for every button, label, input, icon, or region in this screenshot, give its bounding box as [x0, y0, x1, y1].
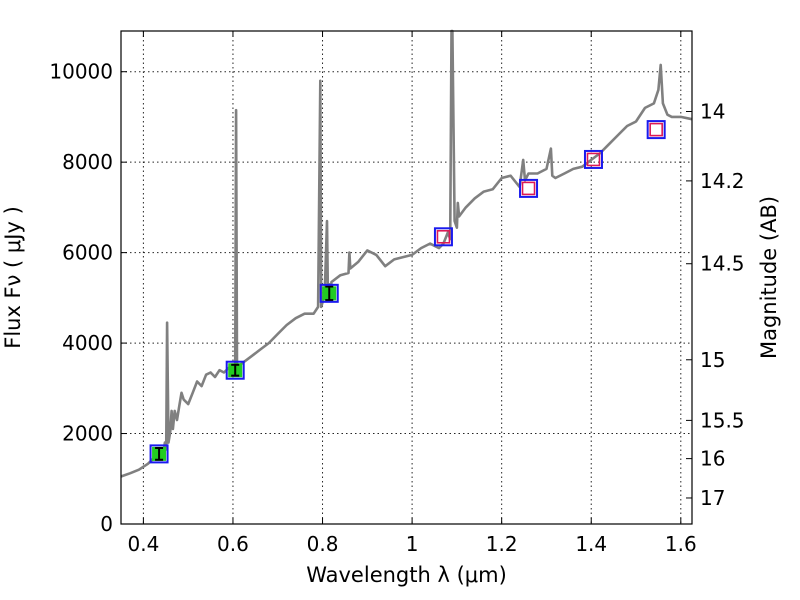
x-axis-label: Wavelength λ (μm) — [306, 563, 507, 587]
nir-point — [649, 122, 663, 137]
y-tick-label: 4000 — [62, 331, 113, 355]
plot-frame — [120, 30, 693, 525]
x-tick-label: 0.4 — [127, 532, 159, 556]
y-tick-label: 2000 — [62, 422, 113, 446]
model-point — [319, 283, 339, 303]
x-tick-label: 0.8 — [307, 532, 339, 556]
model-point — [433, 227, 453, 247]
axis-ticks: 0.4 0.6 0.8 1 1.2 1.4 1.6 0 2000 4000 6000 8000 1000… — [49, 31, 745, 556]
x-tick-label: 1.6 — [665, 532, 697, 556]
model-point — [646, 120, 666, 140]
x-tick-label: 1.2 — [486, 532, 518, 556]
y2-tick-label: 14 — [700, 100, 725, 124]
y2-tick-label: 16 — [700, 447, 725, 471]
nir-point — [586, 152, 601, 167]
y-tick-label: 8000 — [62, 150, 113, 174]
spectrum-line — [120, 29, 693, 478]
y2-tick-label: 15 — [700, 348, 725, 372]
model-point — [225, 360, 245, 380]
x-tick-label: 1.4 — [575, 532, 607, 556]
spectrum-series — [120, 29, 693, 478]
nir-point — [436, 229, 451, 244]
y-axis-label: Flux Fν ( μJy ) — [1, 206, 25, 349]
y-tick-label: 6000 — [62, 241, 113, 265]
y2-tick-label: 15.5 — [700, 408, 745, 432]
photometry-series — [149, 120, 666, 464]
grid-lines — [121, 31, 692, 524]
nir-point — [521, 181, 536, 196]
y-tick-label: 10000 — [49, 60, 113, 84]
model-point — [519, 178, 539, 198]
y2-tick-label: 14.5 — [700, 252, 745, 276]
x-tick-label: 0.6 — [217, 532, 249, 556]
y-tick-label: 0 — [100, 512, 113, 536]
x-tick-label: 1 — [406, 532, 419, 556]
y2-tick-label: 17 — [700, 486, 725, 510]
model-point — [583, 149, 603, 169]
y2-axis-label: Magnitude (AB) — [757, 196, 781, 359]
y2-tick-label: 14.2 — [700, 169, 745, 193]
model-point — [149, 444, 169, 464]
